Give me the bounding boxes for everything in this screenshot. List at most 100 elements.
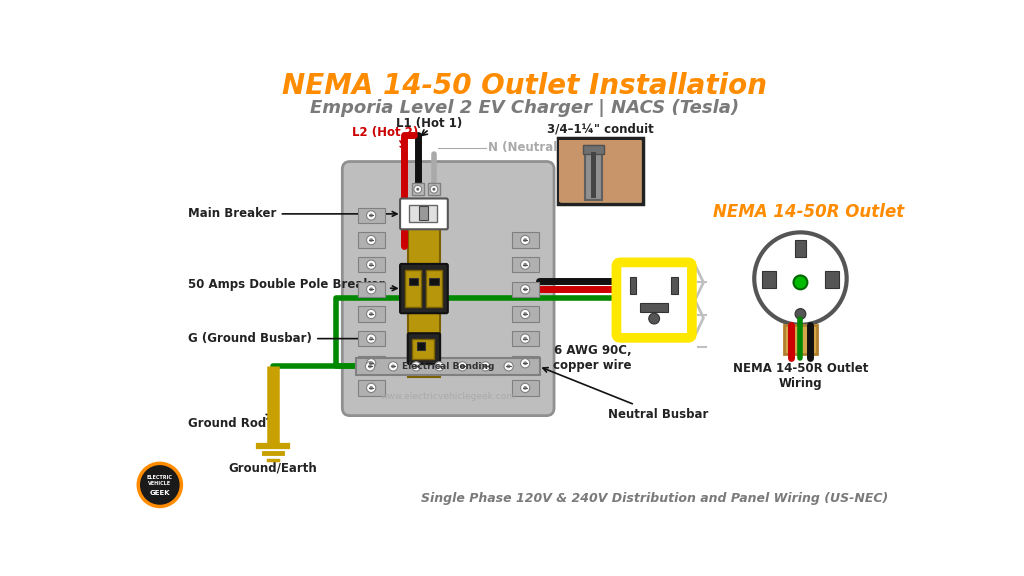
FancyBboxPatch shape <box>408 334 440 364</box>
Bar <box>357 380 385 396</box>
Text: ELECTRIC
VEHICLE: ELECTRIC VEHICLE <box>146 475 173 486</box>
Bar <box>512 306 539 321</box>
Text: L1 (Hot 1): L1 (Hot 1) <box>396 116 463 130</box>
Bar <box>357 257 385 272</box>
Circle shape <box>520 236 529 245</box>
Bar <box>783 325 817 354</box>
Circle shape <box>367 359 376 368</box>
Text: L2 (Hot 2): L2 (Hot 2) <box>351 126 418 139</box>
Circle shape <box>520 383 529 392</box>
Circle shape <box>520 285 529 294</box>
Circle shape <box>366 362 375 371</box>
Circle shape <box>138 463 181 506</box>
Text: NEMA 14-50 Outlet Installation: NEMA 14-50 Outlet Installation <box>283 72 767 100</box>
Circle shape <box>523 361 527 365</box>
Text: 6 AWG 90C,
copper wire: 6 AWG 90C, copper wire <box>553 344 632 372</box>
Circle shape <box>367 236 376 245</box>
Bar <box>357 232 385 248</box>
Bar <box>512 380 539 396</box>
Circle shape <box>370 361 373 365</box>
Circle shape <box>504 362 513 371</box>
Text: 3/4–1¼" conduit: 3/4–1¼" conduit <box>547 123 653 136</box>
Circle shape <box>416 188 419 191</box>
Circle shape <box>414 185 422 193</box>
Circle shape <box>367 260 376 270</box>
Circle shape <box>370 263 373 267</box>
Bar <box>512 282 539 297</box>
Text: NEMA 14-50R Outlet
Wiring: NEMA 14-50R Outlet Wiring <box>733 362 868 389</box>
Bar <box>429 278 438 286</box>
Bar <box>583 145 604 154</box>
Bar <box>406 270 421 307</box>
Circle shape <box>370 287 373 291</box>
Bar <box>512 232 539 248</box>
Circle shape <box>370 238 373 242</box>
Bar <box>559 140 641 202</box>
Circle shape <box>483 365 487 368</box>
Circle shape <box>368 365 372 368</box>
Circle shape <box>507 365 511 368</box>
Bar <box>585 146 602 200</box>
Circle shape <box>481 362 490 371</box>
Circle shape <box>437 365 441 368</box>
Text: Electrical Bonding: Electrical Bonding <box>402 362 495 371</box>
Bar <box>357 208 385 223</box>
Bar <box>591 152 596 199</box>
Circle shape <box>370 337 373 340</box>
Bar <box>357 355 385 371</box>
FancyBboxPatch shape <box>616 263 692 338</box>
Bar <box>640 303 668 312</box>
Text: Ground Rod: Ground Rod <box>188 414 272 430</box>
Circle shape <box>649 313 659 324</box>
Circle shape <box>794 275 807 289</box>
Circle shape <box>412 362 421 371</box>
Circle shape <box>520 359 529 368</box>
Circle shape <box>461 365 464 368</box>
Circle shape <box>458 362 467 371</box>
Bar <box>825 271 839 288</box>
Bar <box>356 358 541 375</box>
Text: Main Breaker: Main Breaker <box>188 207 397 221</box>
Text: G (Ground Busbar): G (Ground Busbar) <box>188 332 380 345</box>
Circle shape <box>520 309 529 319</box>
Circle shape <box>432 188 435 191</box>
Text: 50 Amps Double Pole Breaker: 50 Amps Double Pole Breaker <box>188 278 397 291</box>
Circle shape <box>520 334 529 343</box>
Bar <box>795 240 806 257</box>
Circle shape <box>523 337 527 340</box>
Circle shape <box>388 362 397 371</box>
Bar <box>630 277 637 294</box>
Circle shape <box>415 365 418 368</box>
Bar <box>512 257 539 272</box>
Bar <box>357 306 385 321</box>
Text: N (Neutral): N (Neutral) <box>487 141 562 154</box>
Text: GEEK: GEEK <box>150 490 170 495</box>
Circle shape <box>370 214 373 217</box>
Circle shape <box>520 260 529 270</box>
Bar <box>417 343 425 350</box>
Circle shape <box>367 334 376 343</box>
Circle shape <box>523 312 527 316</box>
Text: Neutral Busbar: Neutral Busbar <box>543 367 709 420</box>
Circle shape <box>430 185 438 193</box>
Bar <box>409 278 418 286</box>
Bar <box>410 204 437 222</box>
Circle shape <box>367 383 376 392</box>
Bar <box>426 270 441 307</box>
Text: www.electricvehiclegeek.com: www.electricvehiclegeek.com <box>381 392 516 401</box>
Bar <box>357 331 385 346</box>
Circle shape <box>795 309 806 319</box>
Bar <box>558 138 643 204</box>
Circle shape <box>435 362 444 371</box>
Bar <box>413 339 434 359</box>
Text: Emporia Level 2 EV Charger | NACS (Tesla): Emporia Level 2 EV Charger | NACS (Tesla… <box>310 98 739 116</box>
Circle shape <box>367 309 376 319</box>
Circle shape <box>391 365 395 368</box>
Bar <box>428 183 440 195</box>
Bar <box>419 206 428 220</box>
Circle shape <box>367 285 376 294</box>
Bar <box>671 277 678 294</box>
Bar <box>412 183 424 195</box>
Bar <box>762 271 776 288</box>
Circle shape <box>523 263 527 267</box>
